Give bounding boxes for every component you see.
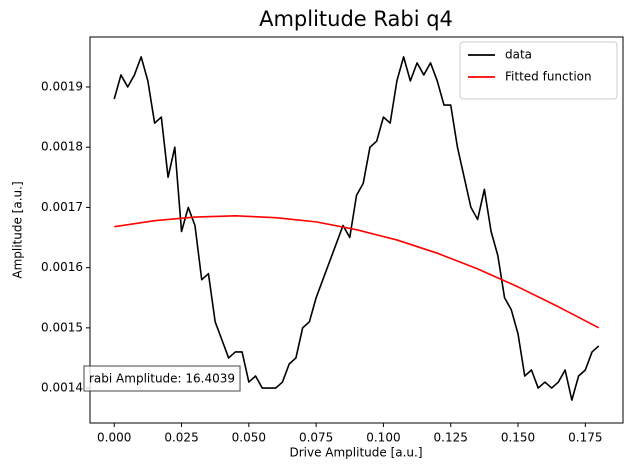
x-tick-label: 0.150 xyxy=(501,431,535,445)
x-tick-label: 0.025 xyxy=(164,431,198,445)
legend-label: Fitted function xyxy=(505,70,592,84)
x-axis-label: Drive Amplitude [a.u.] xyxy=(289,446,422,460)
y-tick-label: 0.0017 xyxy=(41,200,83,214)
legend-label: data xyxy=(505,48,532,62)
x-tick-label: 0.075 xyxy=(299,431,333,445)
data-line xyxy=(114,215,600,329)
x-tick-label: 0.100 xyxy=(366,431,400,445)
y-tick-label: 0.0016 xyxy=(41,260,83,274)
y-tick-label: 0.0018 xyxy=(41,140,83,154)
y-axis-label: Amplitude [a.u.] xyxy=(11,181,25,278)
annotation-box xyxy=(83,365,241,392)
y-tick-label: 0.0015 xyxy=(41,320,83,334)
annotation: rabi Amplitude: 16.4039 xyxy=(89,372,235,386)
x-tick-label: 0.175 xyxy=(568,431,602,445)
legend-box xyxy=(459,41,618,100)
y-tick-label: 0.0014 xyxy=(41,381,83,395)
x-tick-label: 0.125 xyxy=(434,431,468,445)
plot-frame xyxy=(89,36,624,424)
y-tick-label: 0.0019 xyxy=(41,79,83,93)
x-tick-label: 0.000 xyxy=(97,431,131,445)
data-line xyxy=(113,56,600,401)
x-tick-label: 0.050 xyxy=(232,431,266,445)
chart-title: Amplitude Rabi q4 xyxy=(259,7,453,31)
